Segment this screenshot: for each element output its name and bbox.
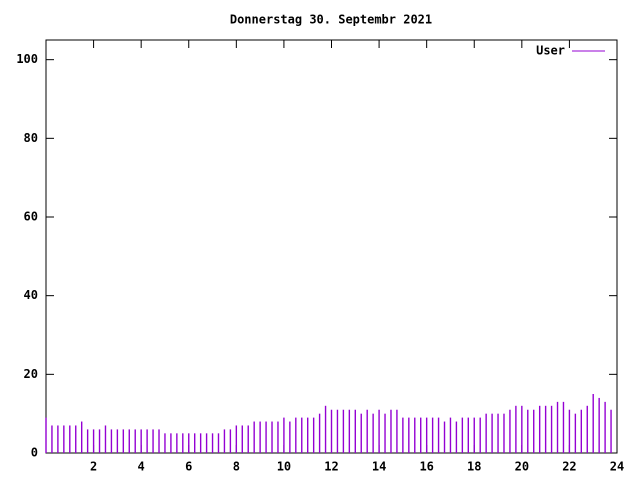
legend-label: User <box>536 44 565 58</box>
y-tick-label: 40 <box>24 288 38 302</box>
x-tick-label: 4 <box>138 460 145 474</box>
x-tick-label: 18 <box>467 460 481 474</box>
x-tick-label: 24 <box>610 460 624 474</box>
y-tick-label: 80 <box>24 131 38 145</box>
y-tick-label: 100 <box>16 52 38 66</box>
y-tick-label: 20 <box>24 367 38 381</box>
x-tick-label: 16 <box>419 460 433 474</box>
y-tick-label: 0 <box>31 446 38 460</box>
x-tick-label: 14 <box>372 460 386 474</box>
x-tick-label: 6 <box>185 460 192 474</box>
x-tick-label: 2 <box>90 460 97 474</box>
x-tick-label: 10 <box>277 460 291 474</box>
x-tick-label: 22 <box>562 460 576 474</box>
x-tick-label: 20 <box>515 460 529 474</box>
x-tick-label: 12 <box>324 460 338 474</box>
y-tick-label: 60 <box>24 210 38 224</box>
x-tick-label: 8 <box>233 460 240 474</box>
chart-title: Donnerstag 30. Septembr 2021 <box>230 13 432 27</box>
